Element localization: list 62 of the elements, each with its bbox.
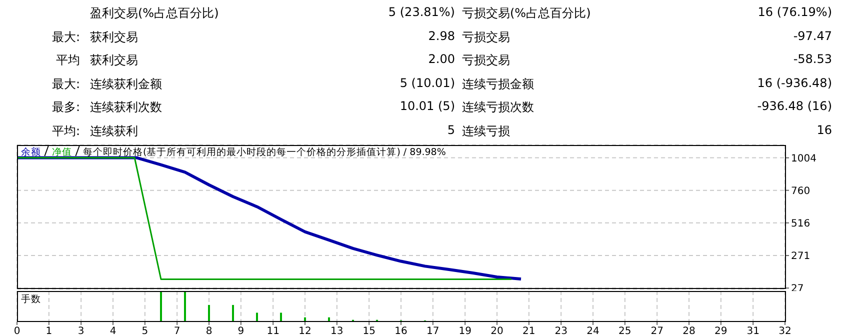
x-tick-label: 15 <box>362 326 376 336</box>
text: 最大: <box>52 29 80 46</box>
x-tick-label: 32 <box>778 326 792 336</box>
x-tick-label: 20 <box>490 326 504 336</box>
x-tick-label: 21 <box>522 326 536 336</box>
x-tick-label: 3 <box>78 326 84 336</box>
text: 获利交易 <box>90 52 138 69</box>
x-tick-label: 25 <box>618 326 632 336</box>
text: 连续亏损次数 <box>462 99 534 116</box>
text: 亏损交易 <box>462 29 510 46</box>
text: 2.98 <box>428 29 455 43</box>
text: 16 (76.19%) <box>758 5 832 19</box>
text: 连续获利次数 <box>90 99 162 116</box>
x-tick-label: 29 <box>714 326 728 336</box>
text: 5 (23.81%) <box>388 5 455 19</box>
x-tick-label: 0 <box>14 326 20 336</box>
y-tick-label: 1004 <box>791 153 816 164</box>
text: -936.48 (16) <box>757 99 832 113</box>
text: 2.00 <box>428 52 455 66</box>
x-tick-label: 4 <box>110 326 116 336</box>
text: 连续获利 <box>90 123 138 140</box>
text: 16 <box>816 123 832 137</box>
x-tick-label: 8 <box>206 326 212 336</box>
x-tick-label: 24 <box>586 326 600 336</box>
text: 连续亏损 <box>462 123 510 140</box>
y-tick-label: 760 <box>791 186 810 197</box>
chart-title: 手数 <box>21 293 41 306</box>
series-label: 余额 <box>21 147 41 158</box>
x-tick-label: 31 <box>746 326 760 336</box>
text: 亏损交易 <box>462 52 510 69</box>
text: 5 <box>447 123 455 137</box>
text: 连续亏损金额 <box>462 76 534 93</box>
x-tick-label: 16 <box>394 326 408 336</box>
y-tick-label: 516 <box>791 218 810 230</box>
text: 亏损交易(%占总百分比) <box>462 5 591 22</box>
x-tick-label: 1 <box>46 326 52 336</box>
text: 平均 <box>56 52 80 69</box>
x-tick-label: 17 <box>426 326 440 336</box>
x-tick-label: 23 <box>554 326 568 336</box>
text: 连续获利金额 <box>90 76 162 93</box>
x-tick-label: 7 <box>174 326 180 336</box>
text: 10.01 (5) <box>400 99 455 113</box>
x-tick-label: 12 <box>298 326 312 336</box>
x-tick-label: 9 <box>238 326 244 336</box>
x-tick-label: 5 <box>142 326 148 336</box>
text: -58.53 <box>793 52 832 66</box>
text: 5 (10.01) <box>400 76 455 90</box>
text: 盈利交易(%占总百分比) <box>90 5 219 22</box>
text: 16 (-936.48) <box>757 76 832 90</box>
text: 获利交易 <box>90 29 138 46</box>
series-label: 净值 <box>52 147 72 158</box>
text: 最多: <box>52 99 80 116</box>
x-tick-label: 11 <box>266 326 280 336</box>
text: 平均: <box>52 123 80 140</box>
x-tick-label: 13 <box>330 326 344 336</box>
x-tick-label: 28 <box>682 326 696 336</box>
x-tick-label: 27 <box>650 326 664 336</box>
x-tick-label: 19 <box>458 326 472 336</box>
text: 最大: <box>52 76 80 93</box>
text: -97.47 <box>793 29 832 43</box>
y-tick-label: 271 <box>791 251 810 262</box>
chart-title: 每个即时价格(基于所有可利用的最小时段的每一个价格的分形插值计算) / 89.98% <box>83 147 446 158</box>
